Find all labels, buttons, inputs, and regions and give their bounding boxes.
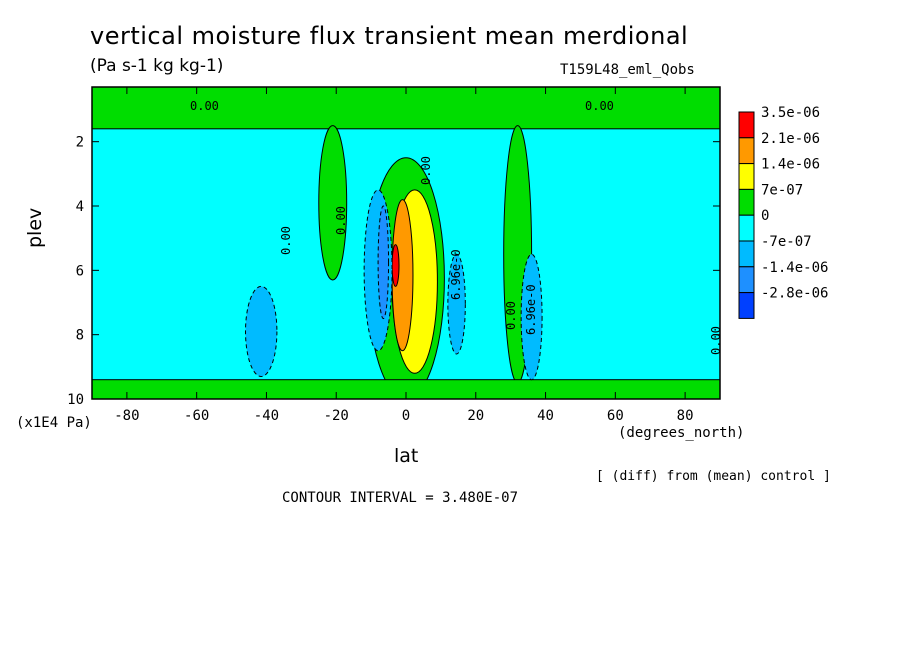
contour-label-5: 0.00 xyxy=(504,301,518,330)
contour-region-12 xyxy=(377,205,390,320)
x-unit-label: (degrees_north) xyxy=(618,425,745,441)
x-tick-label-2: -40 xyxy=(254,408,279,424)
contour-label-3: 0.00 xyxy=(334,206,348,235)
x-tick-label-7: 60 xyxy=(607,408,624,424)
colorbar-label-1: 2.1e-06 xyxy=(761,131,820,147)
y-tick-label-2: 6 xyxy=(76,263,84,279)
contour-region-10 xyxy=(447,253,466,355)
colorbar-swatch-0 xyxy=(738,111,755,139)
colorbar-label-0: 3.5e-06 xyxy=(761,105,820,121)
contour-interval: CONTOUR INTERVAL = 3.480E-07 xyxy=(282,490,519,506)
x-tick-label-5: 20 xyxy=(467,408,484,424)
y-unit-label: (x1E4 Pa) xyxy=(16,415,92,431)
x-axis-label: lat xyxy=(394,445,419,467)
contour-region-7 xyxy=(391,244,400,287)
x-tick-label-8: 80 xyxy=(677,408,694,424)
x-tick-label-0: -80 xyxy=(114,408,139,424)
x-tick-label-1: -60 xyxy=(184,408,209,424)
colorbar-swatch-2 xyxy=(738,163,755,190)
run-label: T159L48_eml_Qobs xyxy=(560,62,695,78)
contour-label-6: 6.96e-0 xyxy=(449,249,463,300)
y-tick-label-3: 8 xyxy=(76,328,84,344)
chart-title: vertical moisture flux transient mean me… xyxy=(90,22,689,50)
colorbar-swatch-5 xyxy=(738,240,755,268)
colorbar-label-4: 0 xyxy=(761,208,769,224)
contour-region-11 xyxy=(520,253,543,381)
colorbar-swatch-3 xyxy=(738,188,755,216)
colorbar-label-2: 1.4e-06 xyxy=(761,157,820,173)
y-tick-label-4: 10 xyxy=(67,392,84,408)
contour-label-1: 0.00 xyxy=(585,99,614,113)
colorbar-swatch-7 xyxy=(738,292,755,319)
chart-units: (Pa s-1 kg kg-1) xyxy=(90,56,224,76)
colorbar-swatch-1 xyxy=(738,137,755,165)
contour-label-2: 0.00 xyxy=(279,226,293,255)
diff-note: [ (diff) from (mean) control ] xyxy=(596,469,831,484)
contour-region-1 xyxy=(318,125,348,281)
contour-region-8 xyxy=(245,285,278,377)
colorbar-swatch-6 xyxy=(738,266,755,294)
y-tick-label-0: 2 xyxy=(76,135,84,151)
colorbar-label-5: -7e-07 xyxy=(761,234,812,250)
x-tick-label-6: 40 xyxy=(537,408,554,424)
colorbar-label-3: 7e-07 xyxy=(761,182,803,198)
y-tick-label-1: 4 xyxy=(76,199,84,215)
contour-label-7: 6.96e-0 xyxy=(524,284,538,335)
contour-fill-group xyxy=(92,87,720,399)
colorbar-swatch-4 xyxy=(738,214,755,242)
contour-label-4: 0.00 xyxy=(419,156,433,185)
contour-label-8: 0.00 xyxy=(709,326,723,355)
colorbar-label-6: -1.4e-06 xyxy=(761,260,828,276)
contour-label-0: 0.00 xyxy=(190,99,219,113)
colorbar-label-7: -2.8e-06 xyxy=(761,286,828,302)
x-tick-label-3: -20 xyxy=(324,408,349,424)
x-tick-label-4: 0 xyxy=(402,408,410,424)
